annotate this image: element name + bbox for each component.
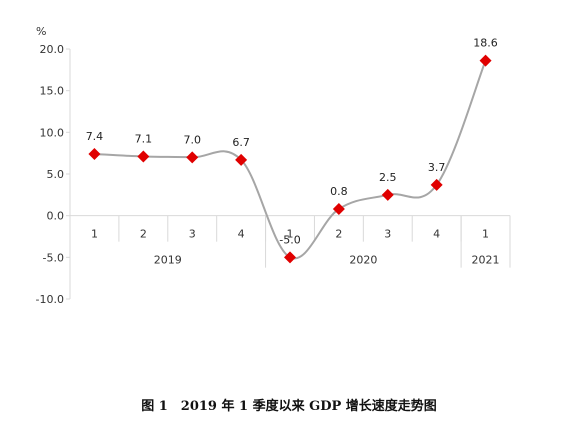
- axes: [69, 49, 511, 299]
- data-point-marker: [430, 178, 443, 191]
- data-value-label: 7.1: [135, 133, 153, 146]
- x-year-label: 2021: [472, 254, 500, 267]
- x-category-label: 4: [238, 228, 245, 241]
- data-point-marker: [137, 150, 150, 163]
- x-year-label: 2020: [349, 254, 377, 267]
- figure-caption: 图 1 2019 年 1 季度以来 GDP 增长速度走势图: [141, 399, 437, 414]
- data-value-label: 0.8: [330, 185, 348, 198]
- y-tick-label: -10.0: [36, 293, 64, 306]
- data-value-label: 18.6: [473, 37, 498, 50]
- data-point-marker: [186, 151, 199, 164]
- data-value-label: 7.4: [86, 130, 104, 143]
- data-markers: [88, 54, 492, 264]
- y-tick-label: 5.0: [47, 168, 65, 181]
- x-category-label: 3: [189, 228, 196, 241]
- y-axis-unit-label: %: [36, 25, 46, 38]
- x-category-label: 1: [287, 228, 294, 241]
- x-category-label: 4: [433, 228, 440, 241]
- data-point-marker: [284, 251, 296, 264]
- data-point-marker: [381, 188, 394, 201]
- data-point-marker: [479, 54, 492, 67]
- x-year-label: 2019: [154, 254, 182, 267]
- data-labels: 7.4 7.1 7.0 6.7 -5.0 0.8 2.5 3.7 18.6: [86, 37, 498, 247]
- data-point-marker: [332, 203, 345, 215]
- data-value-label: 6.7: [232, 136, 250, 149]
- x-axis-categories: 1 2 3 4 1 2 3 4 1 2019 2020 2021: [91, 228, 500, 267]
- x-category-label: 3: [384, 228, 391, 241]
- data-point-marker: [88, 148, 101, 160]
- x-category-label: 2: [335, 228, 342, 241]
- y-tick-label: 0.0: [47, 210, 65, 223]
- y-tick-label: 10.0: [40, 126, 65, 139]
- x-category-label: 2: [140, 228, 147, 241]
- x-category-label: 1: [91, 228, 98, 241]
- data-value-label: 7.0: [183, 133, 201, 146]
- y-tick-label: 20.0: [40, 43, 65, 56]
- y-tick-label: -5.0: [43, 251, 64, 264]
- x-category-label: 1: [482, 228, 489, 241]
- data-value-label: 2.5: [379, 171, 397, 184]
- y-tick-label: 15.0: [40, 85, 65, 98]
- data-point-marker: [235, 153, 248, 166]
- data-value-label: 3.7: [428, 161, 446, 174]
- data-value-label: -5.0: [279, 233, 300, 246]
- y-axis-ticks: 20.0 15.0 10.0 5.0 0.0 -5.0 -10.0: [36, 43, 70, 306]
